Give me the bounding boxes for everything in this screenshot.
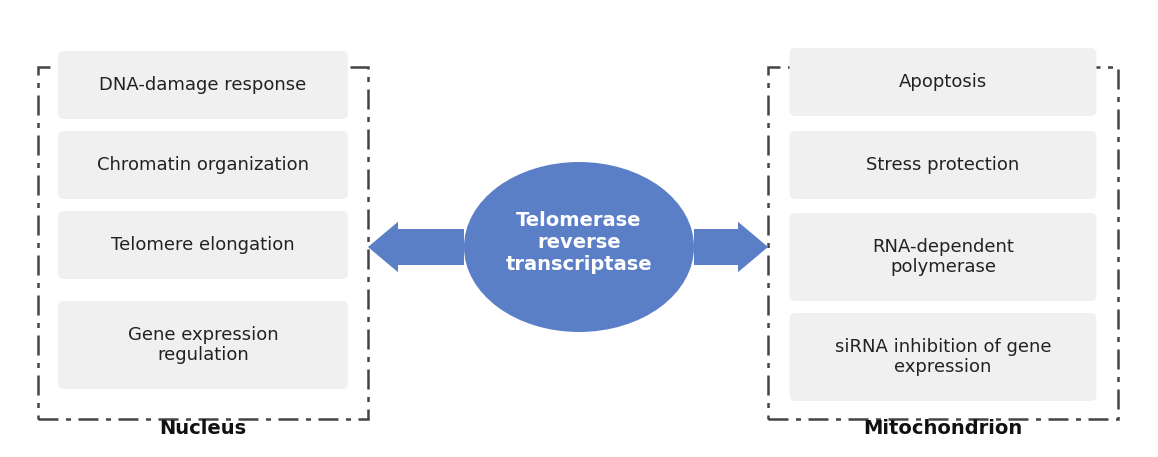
Bar: [38, 67, 368, 419]
Text: Telomere elongation: Telomere elongation: [111, 236, 295, 254]
Text: Stress protection: Stress protection: [866, 156, 1020, 174]
Text: Apoptosis: Apoptosis: [899, 73, 987, 91]
FancyArrow shape: [694, 222, 768, 272]
Text: siRNA inhibition of gene
expression: siRNA inhibition of gene expression: [835, 338, 1051, 377]
FancyBboxPatch shape: [58, 211, 349, 279]
FancyBboxPatch shape: [58, 51, 349, 119]
Text: Telomerase
reverse
transcriptase: Telomerase reverse transcriptase: [506, 211, 652, 273]
Text: Mitochondrion: Mitochondrion: [864, 420, 1023, 439]
Text: Nucleus: Nucleus: [160, 420, 247, 439]
Text: RNA-dependent
polymerase: RNA-dependent polymerase: [872, 238, 1014, 276]
FancyArrow shape: [368, 222, 464, 272]
FancyBboxPatch shape: [790, 213, 1097, 301]
Bar: [768, 67, 1117, 419]
FancyBboxPatch shape: [790, 313, 1097, 401]
Text: Chromatin organization: Chromatin organization: [97, 156, 309, 174]
Text: Gene expression
regulation: Gene expression regulation: [127, 325, 278, 364]
Ellipse shape: [464, 162, 694, 332]
FancyBboxPatch shape: [58, 131, 349, 199]
FancyBboxPatch shape: [790, 131, 1097, 199]
FancyBboxPatch shape: [58, 301, 349, 389]
Text: DNA-damage response: DNA-damage response: [100, 76, 307, 94]
FancyBboxPatch shape: [790, 48, 1097, 116]
